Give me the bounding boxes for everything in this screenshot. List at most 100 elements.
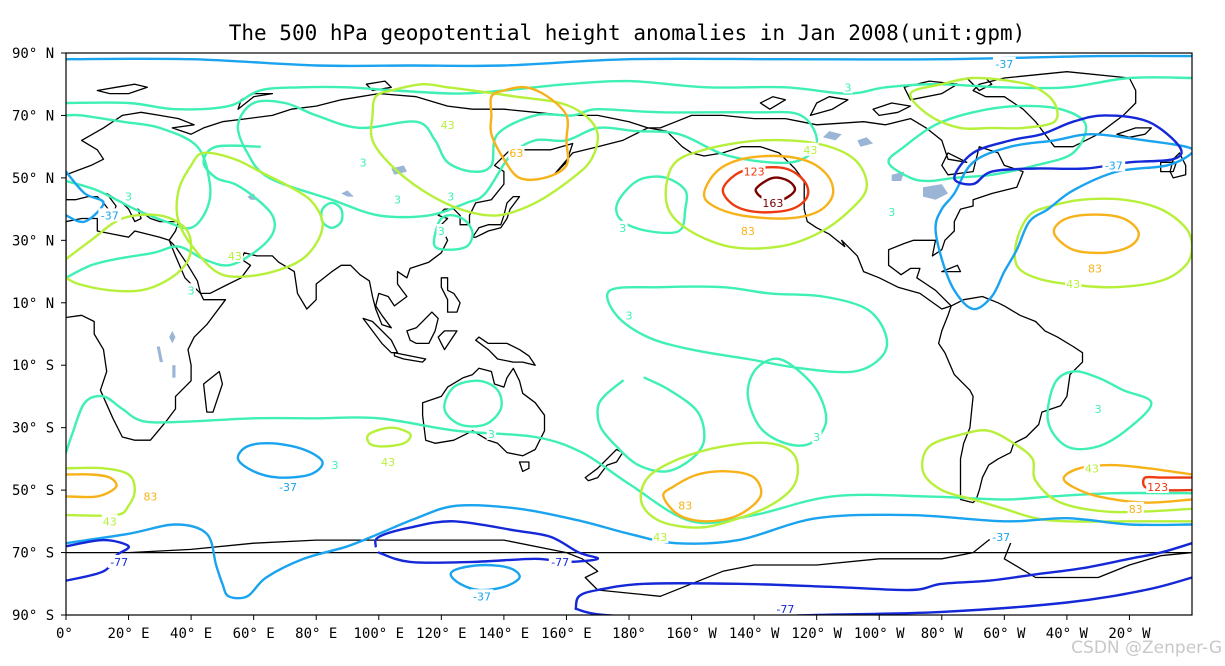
contour-label-bg: [1086, 261, 1104, 275]
contour-label-bg: [380, 455, 397, 469]
contour-label: 3: [1095, 403, 1102, 416]
contour-line: [66, 113, 212, 230]
x-tick-label: 100° E: [353, 626, 404, 642]
coastline: [440, 277, 461, 313]
contour-label-bg: [761, 195, 785, 209]
y-tick-label: 30° S: [12, 421, 54, 437]
contour-line: [574, 542, 1192, 610]
contour-line: [887, 104, 1088, 183]
coastline: [406, 311, 439, 345]
y-tick-label: 50° S: [12, 483, 54, 499]
contour-label-bg: [677, 498, 694, 512]
contour-label-bg: [470, 589, 494, 603]
contour-label-bg: [392, 192, 403, 206]
contour-line: [702, 154, 835, 220]
contour-label: 83: [1129, 503, 1143, 516]
contour-label: -37: [1105, 159, 1123, 172]
contour-line: [66, 54, 1192, 68]
contour-label: -37: [279, 481, 297, 494]
coastline: [937, 295, 1084, 504]
lake: [857, 137, 873, 147]
coastline: [362, 317, 399, 354]
contour-line: [66, 213, 193, 293]
contour-line: [366, 426, 412, 448]
contour-label: 3: [888, 206, 895, 219]
contour-label-bg: [508, 145, 525, 159]
lake: [172, 365, 176, 378]
coastline: [809, 96, 849, 117]
contour-label-bg: [1102, 158, 1126, 172]
coastline: [66, 217, 227, 441]
contour-label-bg: [886, 205, 897, 219]
x-tick-label: 140° E: [479, 626, 530, 642]
contour-label-bg: [226, 248, 243, 262]
contour-label-bg: [1146, 479, 1169, 493]
contour-label-bg: [107, 554, 131, 568]
coastline: [759, 96, 787, 110]
contour-label-bg: [101, 514, 118, 528]
contour-label: 3: [360, 156, 367, 169]
contour-line: [664, 138, 869, 250]
contour-label: -77: [776, 603, 794, 616]
contour-line: [934, 133, 1192, 311]
contour-label: 123: [744, 166, 765, 179]
contour-label-bg: [617, 220, 628, 234]
x-tick-label: 100° W: [854, 626, 905, 642]
contour-label-bg: [1083, 461, 1101, 475]
y-tick-label: 10° N: [12, 296, 54, 312]
y-tick-label: 30° N: [12, 233, 54, 249]
lake: [156, 346, 163, 363]
contour-label-bg: [843, 80, 853, 94]
contour-label: 43: [1066, 278, 1080, 291]
x-tick-label: 20° W: [1108, 626, 1151, 642]
contour-line: [66, 503, 1192, 600]
contour-label: 43: [228, 250, 242, 263]
y-tick-label: 90° N: [12, 46, 54, 62]
contour-label-bg: [1065, 277, 1082, 291]
contour-line: [909, 76, 1059, 131]
contour-line: [66, 538, 131, 582]
contour-line: [443, 379, 503, 428]
contour-label: -37: [473, 590, 491, 603]
contour-label-bg: [358, 155, 368, 169]
contour-line: [236, 99, 819, 219]
contour-label-bg: [486, 426, 497, 440]
x-tick-label: 180°: [612, 626, 646, 642]
coastline: [872, 102, 912, 117]
x-tick-label: 20° E: [107, 626, 149, 642]
contour-label: 123: [1147, 481, 1168, 494]
coastline: [96, 83, 148, 95]
contour-label: 83: [678, 500, 692, 513]
contour-label: 43: [441, 119, 455, 132]
contour-label: 43: [381, 456, 395, 469]
contour-line: [574, 576, 1192, 615]
contour-line: [66, 76, 1192, 111]
x-tick-label: 60° W: [983, 626, 1026, 642]
map-title: The 500 hPa geopotential height anomalie…: [229, 21, 1026, 45]
contour-label-bg: [811, 430, 822, 444]
contour-label-bg: [992, 56, 1016, 70]
x-tick-label: 160° E: [541, 626, 592, 642]
contour-line: [754, 176, 797, 202]
contour-line: [489, 85, 570, 182]
contour-label-bg: [989, 529, 1013, 543]
y-tick-label: 90° S: [12, 608, 54, 624]
contour-line: [369, 82, 600, 217]
contour-label-bg: [276, 479, 300, 493]
contour-label-bg: [330, 458, 340, 472]
coastline: [518, 461, 530, 473]
x-tick-label: 120° W: [791, 626, 842, 642]
contour-line: [175, 151, 324, 279]
contour-line: [236, 441, 324, 479]
y-axis: 90° N 70° N 50° N 30° N 10° N 10° S 30° S 50° S…: [12, 46, 66, 624]
contour-line: [639, 441, 800, 529]
lake: [341, 190, 354, 197]
contour-label: 3: [125, 191, 132, 204]
x-tick-label: 120° E: [416, 626, 467, 642]
contour-label: 83: [143, 490, 157, 503]
contour-line: [449, 563, 521, 592]
contour-label: 83: [741, 225, 755, 238]
contour-label-bg: [1093, 401, 1103, 415]
contour-label: 3: [447, 191, 454, 204]
